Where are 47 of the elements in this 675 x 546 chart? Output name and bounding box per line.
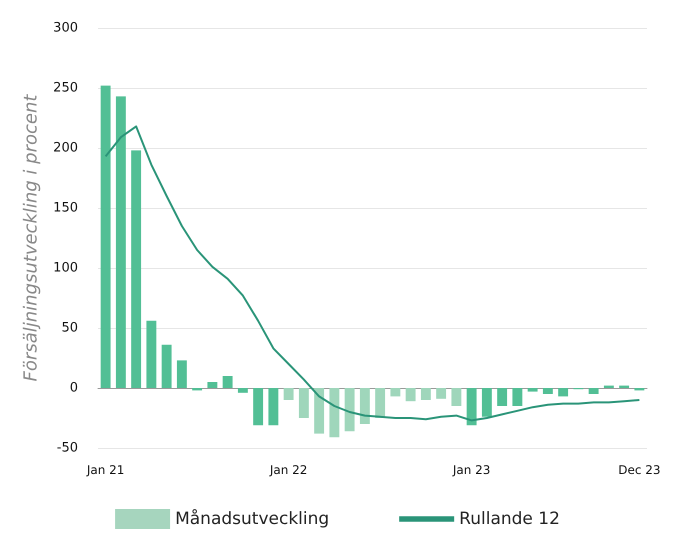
bar	[360, 388, 370, 424]
x-tick-label: Jan 23	[452, 463, 490, 477]
bar	[238, 388, 248, 393]
bar	[528, 388, 538, 392]
bar	[344, 388, 355, 432]
bar	[420, 388, 431, 400]
bar	[222, 376, 233, 388]
bar	[451, 388, 462, 406]
bar	[314, 388, 324, 434]
bar	[253, 388, 264, 426]
bar	[146, 320, 156, 388]
y-tick-label: 0	[70, 380, 78, 396]
bar	[268, 388, 278, 426]
y-tick-label: 200	[53, 140, 78, 156]
bar	[542, 388, 553, 394]
bar	[116, 96, 126, 388]
bar	[558, 388, 568, 396]
bar	[466, 388, 477, 426]
bar	[406, 388, 416, 402]
bar	[207, 382, 218, 388]
y-tick-label: 100	[53, 260, 78, 276]
x-tick-label: Jan 22	[268, 463, 308, 477]
legend-label: Rullande 12	[459, 509, 560, 529]
bar	[512, 388, 522, 406]
bar	[588, 388, 599, 394]
bar	[329, 388, 340, 438]
x-tick-label: Dec 23	[618, 463, 661, 477]
legend-label: Månadsutveckling	[175, 509, 330, 529]
bar	[298, 388, 309, 418]
y-tick-label: 250	[53, 80, 78, 96]
bar	[131, 150, 142, 388]
y-tick-label: 300	[53, 20, 78, 36]
y-tick-label: 50	[61, 320, 78, 336]
bar	[100, 86, 111, 388]
y-tick-label: -50	[56, 440, 78, 456]
x-tick-label: Jan 21	[86, 463, 124, 477]
bar	[375, 388, 386, 418]
bar	[284, 388, 294, 400]
bar	[482, 388, 492, 417]
y-axis-title: Försäljningsutveckling i procent	[20, 94, 42, 382]
bar	[162, 344, 172, 388]
bar	[390, 388, 400, 396]
bar	[176, 360, 187, 388]
line-series	[104, 125, 640, 422]
bar	[497, 388, 508, 406]
bar	[436, 388, 446, 399]
y-tick-label: 150	[53, 200, 78, 216]
